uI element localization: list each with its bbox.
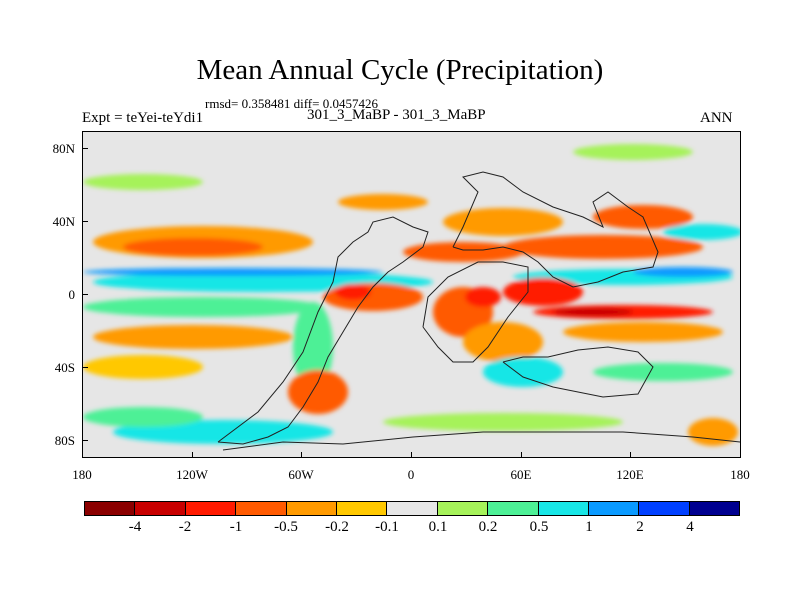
coastlines xyxy=(217,171,740,451)
field-patch xyxy=(83,174,203,190)
field-patch xyxy=(288,370,348,414)
y-tick xyxy=(82,294,88,295)
x-tick-label: 0 xyxy=(407,467,415,482)
y-tick-label: 40S xyxy=(54,360,75,375)
colorbar-label: 0.5 xyxy=(529,519,549,535)
y-tick xyxy=(82,221,88,222)
coastline-africa xyxy=(422,261,529,363)
colorbar-label: 2 xyxy=(636,519,644,535)
colorbar-swatch xyxy=(336,502,388,515)
colorbar-swatch xyxy=(538,502,589,515)
map-plot-area xyxy=(82,131,741,458)
field-patch xyxy=(688,418,738,446)
colorbar-swatch xyxy=(135,502,186,515)
field-patch xyxy=(465,287,501,307)
x-tick-label: 120E xyxy=(616,467,644,482)
colorbar-swatch xyxy=(85,502,136,515)
colorbar-label: 0.1 xyxy=(428,519,448,535)
colorbar-swatch xyxy=(387,502,438,515)
colorbar-label: -0.1 xyxy=(375,519,399,535)
precip-map xyxy=(83,144,740,451)
field-patch xyxy=(338,194,428,210)
colorbar-label: -1 xyxy=(229,519,243,535)
colorbar-label: -0.5 xyxy=(274,519,298,535)
field-patch xyxy=(553,308,633,316)
season-label: ANN xyxy=(700,110,733,126)
colorbar xyxy=(84,501,740,516)
chart-title: Mean Annual Cycle (Precipitation) xyxy=(196,54,604,86)
coastline-americas xyxy=(217,216,429,445)
case-label: 301_3_MaBP - 301_3_MaBP xyxy=(307,107,486,123)
stats-text: rmsd= 0.358481 diff= 0.0457426 xyxy=(205,96,378,111)
field-patch xyxy=(93,325,293,349)
y-tick-label: 80S xyxy=(54,433,75,448)
y-tick xyxy=(82,148,88,149)
colorbar-swatch xyxy=(185,502,237,515)
x-tick xyxy=(411,452,412,458)
coastline-antarctica xyxy=(222,431,740,451)
colorbar-label: -4 xyxy=(128,519,142,535)
coastline-australia xyxy=(502,346,654,398)
colorbar-label: -2 xyxy=(178,519,192,535)
field-patch xyxy=(593,363,733,381)
field-patch xyxy=(83,297,323,317)
y-tick-label: 80N xyxy=(52,141,75,156)
field-patch xyxy=(83,407,203,427)
field-patch xyxy=(633,267,733,277)
colorbar-label: -0.2 xyxy=(325,519,349,535)
x-tick xyxy=(301,452,302,458)
field-patch xyxy=(563,322,723,342)
colorbar-swatch xyxy=(236,502,287,515)
coastline-eurasia xyxy=(452,171,659,288)
x-tick-label: 180 xyxy=(72,467,92,482)
x-tick-label: 120W xyxy=(176,467,208,482)
colorbar-label: 0.2 xyxy=(478,519,498,535)
field-patch xyxy=(83,355,203,379)
colorbar-swatch xyxy=(588,502,640,515)
field-patch xyxy=(573,144,693,160)
x-tick-label: 60W xyxy=(288,467,314,482)
expt-label: Expt = teYei-teYdi1 xyxy=(82,110,204,126)
colorbar-swatch xyxy=(639,502,690,515)
field-patch xyxy=(483,357,563,387)
y-tick xyxy=(82,440,88,441)
colorbar-label: 1 xyxy=(585,519,593,535)
y-tick-label: 40N xyxy=(52,214,75,229)
field-patch xyxy=(503,278,583,306)
field-patch xyxy=(123,238,263,256)
x-tick xyxy=(630,452,631,458)
field-patch xyxy=(663,224,740,240)
x-tick xyxy=(192,452,193,458)
field-patch xyxy=(503,235,703,259)
colorbar-swatch xyxy=(488,502,539,515)
y-tick xyxy=(82,367,88,368)
field-patch xyxy=(443,208,563,236)
field-patch xyxy=(463,322,543,362)
x-tick xyxy=(521,452,522,458)
field-patch xyxy=(383,413,623,431)
colorbar-swatch xyxy=(437,502,489,515)
x-tick-label: 180 xyxy=(730,467,750,482)
y-tick-label: 0 xyxy=(68,287,76,302)
x-tick-label: 60E xyxy=(510,467,532,482)
colorbar-label: 4 xyxy=(686,519,694,535)
colorbar-swatch xyxy=(689,502,740,515)
field-patch xyxy=(83,268,383,276)
field-patch xyxy=(403,242,523,262)
colorbar-swatch xyxy=(286,502,337,515)
field-patch xyxy=(335,284,371,300)
